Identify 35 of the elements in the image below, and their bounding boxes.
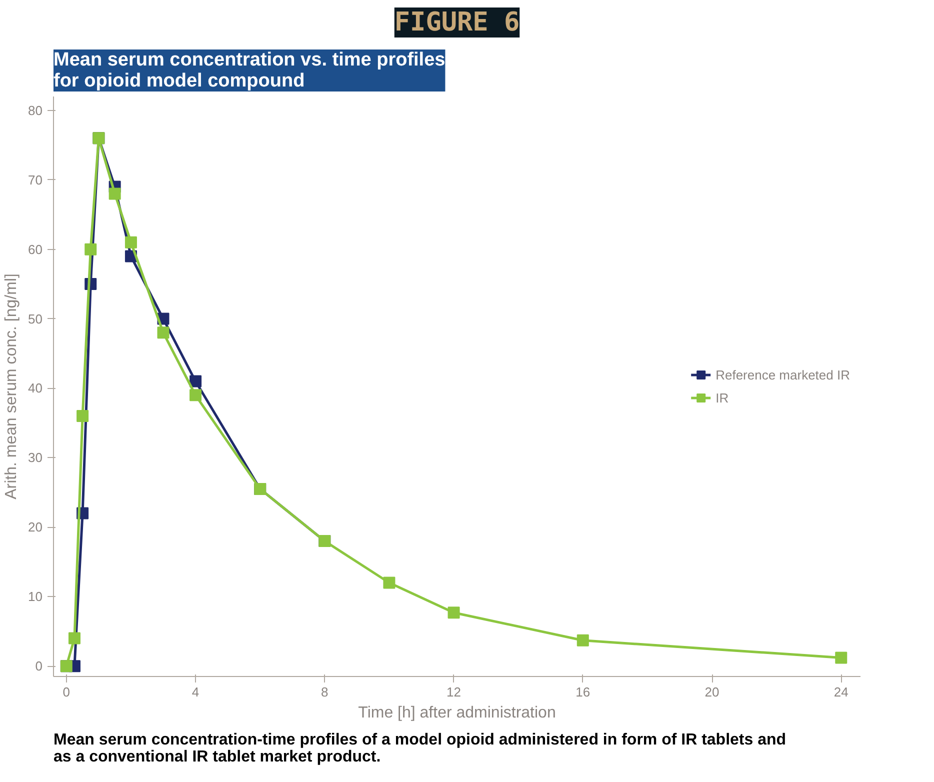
chart-title: FIGURE 6 xyxy=(394,8,520,38)
point xyxy=(124,236,137,248)
text: Mean serum concentration-time profiles of a model opioid administered in form of IR tablets and as a conventional IR tablet market product. xyxy=(54,732,786,766)
point xyxy=(68,632,80,644)
point xyxy=(108,188,121,200)
y-tick-label: 70 xyxy=(28,172,43,188)
y-tick-label: 30 xyxy=(28,450,43,466)
y-tick-label: 40 xyxy=(28,380,43,396)
point xyxy=(84,243,97,256)
x-tick-label: 0 xyxy=(62,684,70,700)
y-tick-label: 10 xyxy=(28,589,43,604)
point xyxy=(448,606,460,619)
y-axis-title: Arith. mean serum conc. [ng/ml] xyxy=(3,274,20,500)
legend-label: Reference marketed IR xyxy=(716,367,850,382)
x-tick-label: 8 xyxy=(321,684,328,700)
point xyxy=(157,326,170,339)
x-axis-title: Time [h] after administration xyxy=(358,704,556,722)
x-tick-label: 12 xyxy=(446,684,462,700)
point xyxy=(383,576,396,589)
point xyxy=(190,389,202,402)
point xyxy=(76,410,89,422)
chart-subtitle: Mean serum concentration vs. time profiles for opioid model compound xyxy=(54,50,446,92)
y-tick-label: 50 xyxy=(28,311,43,326)
y-tick-label: 60 xyxy=(28,242,43,257)
x-tick-label: 24 xyxy=(834,684,848,700)
x-tick-label: 16 xyxy=(576,684,590,700)
y-tick-label: 20 xyxy=(28,520,43,535)
legend-label: IR xyxy=(716,390,730,405)
point xyxy=(835,652,848,664)
y-tick-label: 80 xyxy=(28,102,43,118)
point xyxy=(190,375,202,388)
x-tick-label: 20 xyxy=(704,684,720,700)
x-tick-label: 4 xyxy=(192,684,200,700)
point xyxy=(576,634,589,646)
y-tick-label: 0 xyxy=(35,658,43,674)
